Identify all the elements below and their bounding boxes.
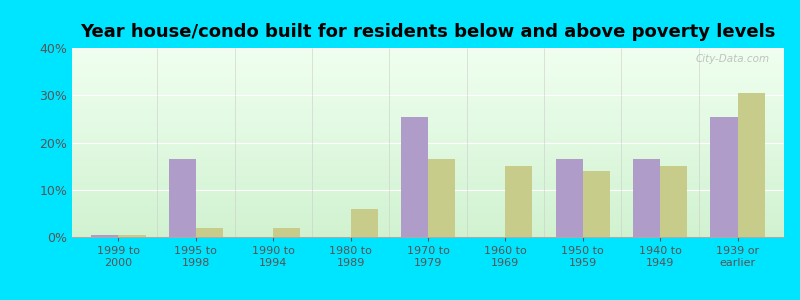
Bar bbox=[350, 209, 378, 237]
Bar bbox=[660, 166, 687, 237]
Bar bbox=[196, 227, 223, 237]
Title: Year house/condo built for residents below and above poverty levels: Year house/condo built for residents bel… bbox=[80, 23, 776, 41]
Bar bbox=[169, 159, 196, 237]
Bar bbox=[118, 235, 146, 237]
Bar bbox=[91, 235, 118, 237]
Bar bbox=[401, 116, 428, 237]
Bar bbox=[710, 116, 738, 237]
Bar bbox=[633, 159, 660, 237]
Bar bbox=[274, 227, 300, 237]
Bar bbox=[428, 159, 455, 237]
Bar bbox=[556, 159, 582, 237]
Bar bbox=[506, 166, 533, 237]
Bar bbox=[738, 93, 765, 237]
Text: City-Data.com: City-Data.com bbox=[696, 54, 770, 64]
Bar bbox=[582, 171, 610, 237]
